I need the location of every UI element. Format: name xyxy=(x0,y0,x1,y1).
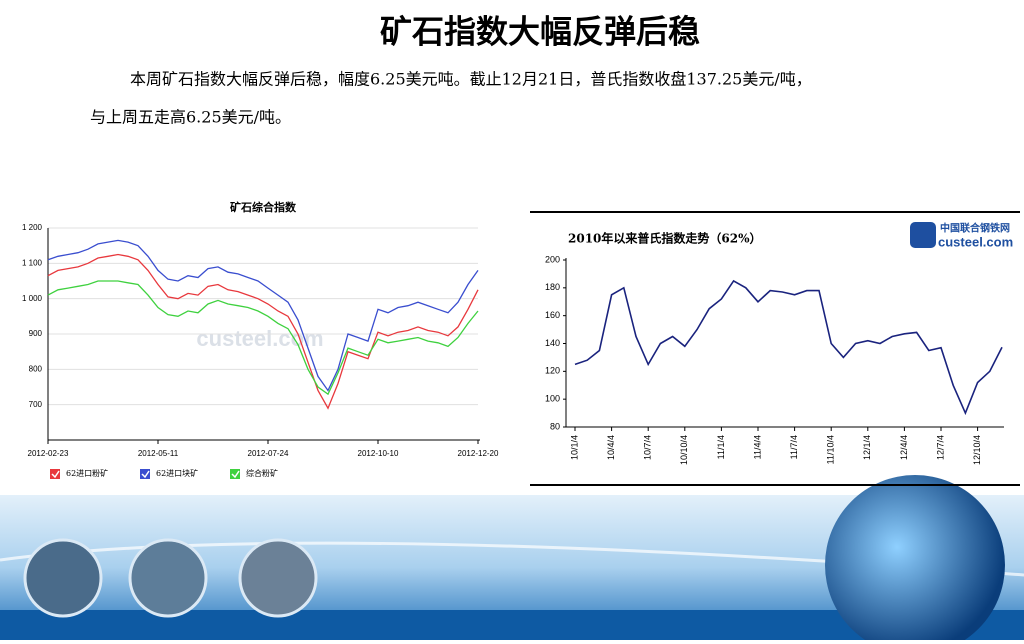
x-tick-label: 10/7/4 xyxy=(643,435,653,460)
x-tick-label: 10/1/4 xyxy=(569,435,579,460)
x-tick-label: 2012-07-24 xyxy=(248,449,289,458)
legend-swatch xyxy=(50,469,60,479)
x-tick-label: 11/7/4 xyxy=(789,435,799,459)
legend-label: 62进口块矿 xyxy=(156,468,198,478)
y-tick-label: 700 xyxy=(29,400,43,409)
line-series xyxy=(47,280,479,396)
y-tick-label: 200 xyxy=(545,254,560,264)
y-tick-label: 140 xyxy=(545,338,560,348)
legend-label: 综合粉矿 xyxy=(246,468,278,478)
x-tick-label: 2012-12-20 xyxy=(458,449,499,458)
legend-swatch xyxy=(230,469,240,479)
x-tick-label: 11/4/4 xyxy=(752,435,762,459)
logo-site: custeel.com xyxy=(938,234,1013,249)
photo-train xyxy=(238,538,318,618)
x-tick-label: 2012-05-11 xyxy=(138,449,179,458)
x-tick-label: 12/1/4 xyxy=(862,435,872,460)
photo-ship xyxy=(128,538,208,618)
y-tick-label: 80 xyxy=(550,421,560,431)
globe xyxy=(825,475,1005,644)
y-tick-label: 100 xyxy=(545,394,560,404)
logo-icon xyxy=(910,222,936,248)
y-tick-label: 1 000 xyxy=(22,294,43,303)
chart-title: 2010年以来普氏指数走势（62%） xyxy=(568,231,762,246)
x-tick-label: 12/10/4 xyxy=(972,435,982,465)
banner-swoosh xyxy=(0,541,1024,577)
legend-swatch xyxy=(140,469,150,479)
x-tick-label: 2012-10-10 xyxy=(358,449,399,458)
y-tick-label: 120 xyxy=(545,366,560,376)
y-tick-label: 1 100 xyxy=(22,258,43,267)
paragraph-line: 与上周五走高6.25美元/吨。 xyxy=(90,108,291,127)
x-tick-label: 12/4/4 xyxy=(899,435,909,460)
photo-truck xyxy=(23,538,103,618)
paragraph-line: 本周矿石指数大幅反弹后稳，幅度6.25美元吨。截止12月21日，普氏指数收盘13… xyxy=(130,70,812,89)
y-tick-label: 900 xyxy=(29,329,43,338)
logo-name: 中国联合钢铁网 xyxy=(940,222,1010,235)
y-tick-label: 160 xyxy=(545,310,560,320)
legend-check xyxy=(141,470,150,479)
line-series xyxy=(574,279,1003,416)
slide-title: 矿石指数大幅反弹后稳 xyxy=(380,13,700,51)
x-tick-label: 10/10/4 xyxy=(679,435,689,465)
x-tick-label: 2012-02-23 xyxy=(28,449,69,458)
x-tick-label: 12/7/4 xyxy=(935,435,945,460)
y-tick-label: 180 xyxy=(545,282,560,292)
legend-label: 62进口粉矿 xyxy=(66,468,108,478)
chart-title: 矿石综合指数 xyxy=(230,200,297,214)
legend-check xyxy=(231,470,240,479)
y-tick-label: 1 200 xyxy=(22,223,43,232)
x-tick-label: 11/1/4 xyxy=(716,435,726,459)
legend-check xyxy=(51,470,60,479)
line-series xyxy=(47,239,479,392)
x-tick-label: 10/4/4 xyxy=(606,435,616,460)
line-series xyxy=(47,253,479,410)
y-tick-label: 800 xyxy=(29,364,43,373)
x-tick-label: 11/10/4 xyxy=(826,435,836,464)
